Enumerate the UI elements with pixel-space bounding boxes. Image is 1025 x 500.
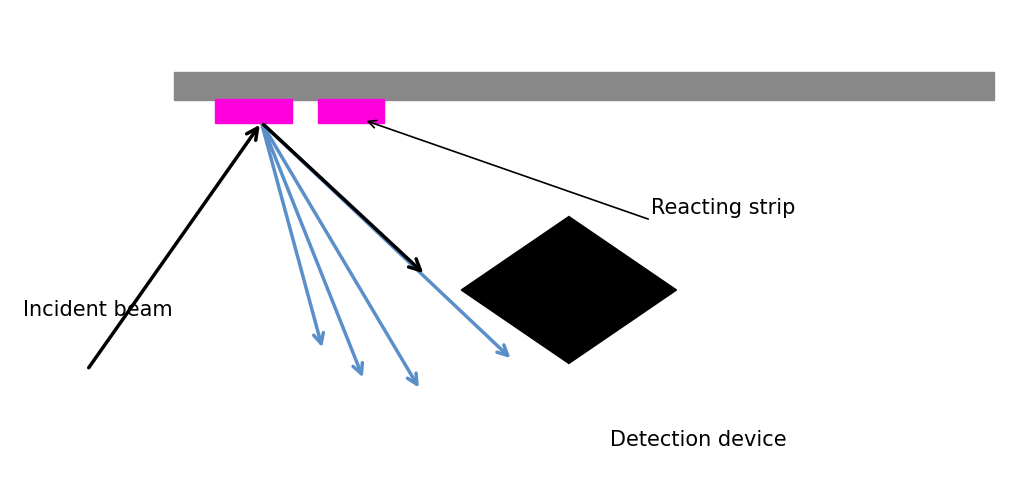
Text: Reacting strip: Reacting strip bbox=[651, 198, 795, 218]
Bar bbox=[318, 98, 384, 122]
Text: Detection device: Detection device bbox=[610, 430, 786, 450]
Bar bbox=[174, 72, 994, 100]
Bar bbox=[215, 98, 292, 122]
Text: Incident beam: Incident beam bbox=[23, 300, 172, 320]
Polygon shape bbox=[461, 216, 676, 364]
